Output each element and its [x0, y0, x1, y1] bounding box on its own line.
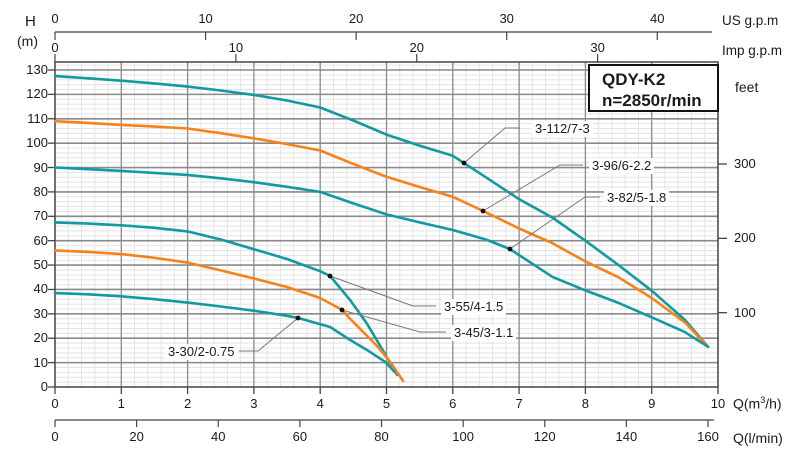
flow-m3h-label-sup: 3	[760, 395, 766, 405]
callout-dot	[507, 246, 513, 252]
m3h-tick-label: 8	[581, 396, 589, 411]
h-tick-label: 70	[33, 208, 48, 224]
us-tick-label: 30	[499, 11, 514, 26]
h-tick-label: 130	[26, 61, 48, 77]
m3h-tick-label: 6	[449, 396, 457, 411]
feet-tick-label: 200	[734, 230, 756, 246]
pump-curve	[53, 249, 405, 383]
callout-leader	[239, 317, 299, 352]
us-tick-label: 40	[650, 11, 665, 26]
h-tick-label: 100	[26, 135, 48, 151]
h-tick-label: 120	[26, 86, 48, 102]
speed-value: n=2850r/min	[602, 91, 702, 110]
h-tick-label: 30	[33, 305, 48, 321]
m3h-tick-label: 5	[382, 396, 391, 411]
curve-label: 3-112/7-3	[532, 121, 593, 137]
us-tick-label: 20	[348, 11, 364, 26]
pump-curve	[53, 74, 710, 349]
pump-curve	[53, 221, 399, 377]
callout-leader	[482, 164, 583, 212]
lmin-tick-label: 0	[51, 429, 59, 444]
us-tick-label: 0	[51, 11, 59, 26]
h-tick-label: 10	[33, 354, 48, 370]
h-tick-label: 0	[40, 379, 48, 394]
h-tick-label: 60	[33, 232, 48, 248]
m3h-tick-label: 2	[183, 396, 192, 411]
m3h-tick-label: 1	[117, 396, 125, 411]
imp-tick-label: 30	[590, 40, 605, 55]
pump-curve	[53, 291, 396, 374]
curve-label: 3-96/6-2.2	[589, 158, 655, 174]
us-tick-label: 10	[198, 11, 213, 26]
callout-dot	[461, 160, 467, 166]
pump-curve	[53, 166, 710, 349]
imp-tick-label: 10	[228, 40, 244, 55]
flow-m3h-axis-label: Q(m3/h)	[733, 395, 782, 412]
lmin-tick-label: 20	[129, 429, 144, 444]
flow-m3h-label-pre: Q(m	[733, 395, 761, 412]
lmin-tick-label: 140	[615, 429, 638, 444]
lmin-tick-label: 80	[374, 429, 389, 444]
m3h-tick-label: 4	[316, 396, 324, 411]
h-tick-label: 80	[33, 183, 48, 199]
callout-dot	[480, 208, 486, 214]
curve-label: 3-82/5-1.8	[604, 190, 670, 206]
lmin-tick-label: 100	[452, 429, 474, 444]
curve-label: 3-30/2-0.75	[165, 344, 238, 360]
lmin-tick-label: 60	[292, 429, 308, 444]
callout-leader	[329, 275, 436, 307]
h-tick-label: 50	[33, 257, 48, 273]
lmin-tick-label: 160	[697, 429, 719, 444]
y-axis-title: H	[25, 13, 36, 30]
lmin-tick-label: 40	[211, 429, 226, 444]
callout-dot	[295, 315, 301, 321]
h-tick-label: 110	[27, 110, 48, 126]
m3h-tick-label: 0	[51, 396, 59, 411]
callout-leader	[463, 127, 520, 164]
callout-leader	[341, 309, 446, 333]
flow-m3h-label-post: /h)	[765, 395, 782, 412]
m3h-tick-label: 10	[710, 396, 726, 411]
pump-curve	[53, 119, 710, 349]
m3h-tick-label: 7	[515, 396, 523, 411]
imp-gpm-axis-label: Imp g.p.m	[722, 43, 783, 58]
h-tick-label: 90	[33, 159, 48, 175]
flow-lmin-axis-label: Q(l/min)	[733, 430, 783, 446]
callout-dot	[339, 307, 345, 313]
imp-tick-label: 0	[51, 40, 59, 55]
feet-tick-label: 300	[734, 156, 756, 172]
lmin-tick-label: 120	[533, 429, 556, 444]
y-axis-unit: (m)	[17, 33, 38, 49]
h-tick-label: 40	[33, 281, 48, 297]
curve-label: 3-55/4-1.5	[441, 299, 507, 315]
title-box: QDY-K2 n=2850r/min	[588, 64, 719, 112]
callout-dot	[327, 273, 333, 279]
m3h-tick-label: 3	[250, 396, 258, 411]
feet-tick-label: 100	[734, 304, 756, 320]
us-gpm-axis-label: US g.p.m	[722, 13, 779, 28]
feet-axis-label: feet	[735, 79, 759, 95]
model-name: QDY-K2	[602, 70, 666, 89]
imp-tick-label: 20	[409, 40, 424, 55]
h-tick-label: 20	[33, 330, 48, 346]
callout-leader	[509, 196, 600, 250]
curve-label: 3-45/3-1.1	[451, 325, 517, 341]
m3h-tick-label: 9	[648, 396, 656, 411]
